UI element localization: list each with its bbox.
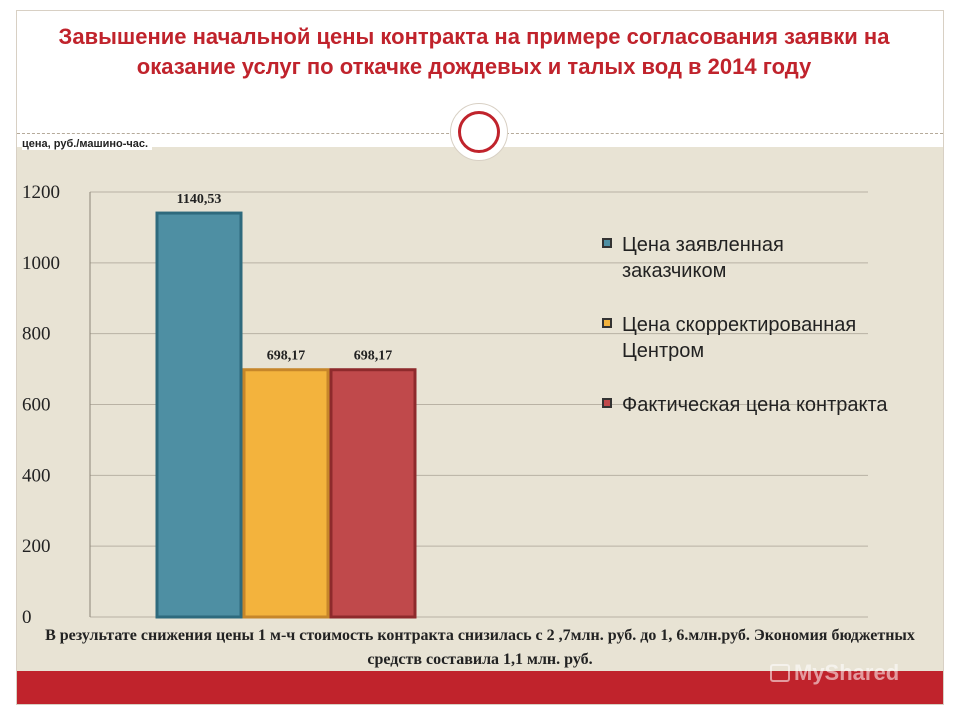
slide-frame bbox=[16, 10, 944, 705]
y-axis-unit-label: цена, руб./машино-час. bbox=[22, 138, 153, 150]
legend-item-corrected: Цена скорректированная Центром bbox=[600, 312, 890, 364]
y-tick-label: 0 bbox=[22, 607, 32, 628]
divider-ring-icon bbox=[458, 111, 500, 153]
legend-label-declared: Цена заявленная заказчиком bbox=[622, 234, 784, 282]
y-tick-label: 600 bbox=[22, 395, 51, 416]
legend-item-declared: Цена заявленная заказчиком bbox=[600, 232, 890, 284]
legend-swatch-corrected bbox=[602, 318, 612, 328]
bar-data-label: 1140,53 bbox=[177, 192, 222, 207]
legend-label-actual: Фактическая цена контракта bbox=[622, 394, 888, 416]
watermark-logo-icon bbox=[770, 664, 790, 682]
y-tick-label: 1200 bbox=[22, 182, 60, 203]
legend-swatch-declared bbox=[602, 238, 612, 248]
legend-item-actual: Фактическая цена контракта bbox=[600, 392, 890, 418]
bar bbox=[242, 368, 330, 619]
legend-label-corrected: Цена скорректированная Центром bbox=[622, 314, 857, 362]
bar bbox=[155, 211, 243, 619]
bar-data-label: 698,17 bbox=[354, 349, 393, 364]
y-tick-label: 400 bbox=[22, 465, 51, 486]
y-tick-label: 800 bbox=[22, 324, 51, 345]
summary-text: В результате снижения цены 1 м-ч стоимос… bbox=[45, 627, 915, 668]
bar-data-label: 698,17 bbox=[267, 349, 306, 364]
y-tick-label: 1000 bbox=[22, 253, 60, 274]
bar bbox=[329, 368, 417, 619]
legend-swatch-actual bbox=[602, 398, 612, 408]
chart-legend: Цена заявленная заказчиком Цена скоррект… bbox=[600, 232, 890, 446]
watermark-text: MyShared bbox=[794, 660, 900, 685]
watermark: MyShared bbox=[770, 660, 899, 686]
divider-circle-icon bbox=[450, 103, 508, 161]
y-tick-label: 200 bbox=[22, 536, 51, 557]
slide-title: Завышение начальной цены контракта на пр… bbox=[58, 24, 890, 79]
